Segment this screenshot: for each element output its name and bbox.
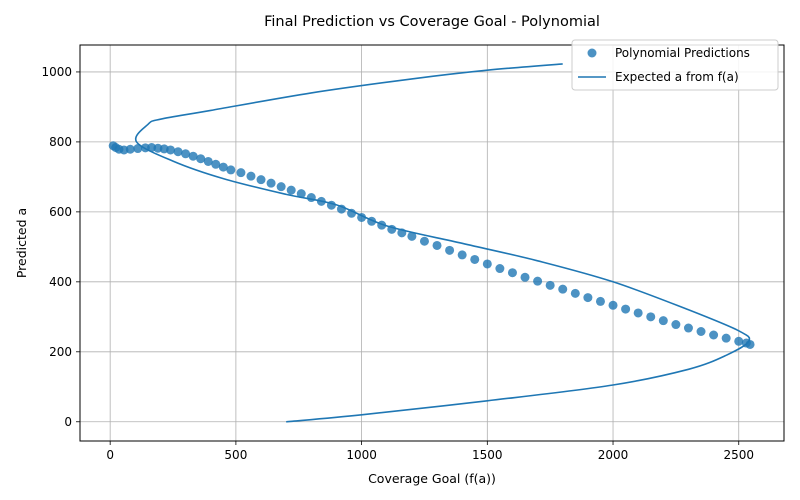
prediction-point	[495, 264, 505, 274]
prediction-point	[407, 231, 417, 241]
prediction-point	[696, 327, 706, 337]
prediction-point	[621, 304, 631, 314]
prediction-point	[226, 165, 236, 175]
grid	[80, 45, 784, 441]
plot-frame	[79, 44, 785, 442]
y-tick-label: 1000	[41, 65, 72, 79]
prediction-point	[357, 212, 367, 222]
prediction-point	[745, 339, 755, 349]
prediction-point	[196, 154, 206, 164]
prediction-point	[266, 178, 276, 188]
prediction-point	[545, 280, 555, 290]
prediction-point	[419, 236, 429, 246]
legend: Polynomial Predictions Expected a from f…	[571, 39, 779, 91]
prediction-point	[377, 220, 387, 230]
expected-curve	[134, 63, 751, 423]
prediction-point	[520, 272, 530, 282]
prediction-point	[608, 300, 618, 310]
y-tick-label: 400	[49, 275, 72, 289]
prediction-point	[683, 323, 693, 333]
prediction-point	[133, 144, 143, 154]
prediction-point	[558, 284, 568, 294]
prediction-point	[296, 189, 306, 199]
prediction-point	[482, 259, 492, 269]
prediction-point	[125, 144, 135, 154]
prediction-point	[387, 224, 397, 234]
prediction-point	[211, 159, 221, 169]
prediction-point	[671, 320, 681, 330]
x-tick-label: 0	[106, 448, 114, 462]
prediction-point	[256, 175, 266, 185]
prediction-point	[203, 156, 213, 166]
legend-label-expected: Expected a from f(a)	[615, 70, 739, 84]
prediction-point	[533, 276, 543, 286]
x-axis: 0 500 1000 1500 2000 2500	[106, 441, 754, 462]
x-axis-title: Coverage Goal (f(a))	[368, 471, 496, 486]
prediction-point	[432, 240, 442, 250]
prediction-point	[316, 196, 326, 206]
y-axis-title: Predicted a	[14, 208, 29, 278]
chart-title: Final Prediction vs Coverage Goal - Poly…	[264, 14, 600, 30]
x-tick-label: 2500	[723, 448, 754, 462]
y-tick-label: 0	[64, 415, 72, 429]
y-axis: 0 200 400 600 800 1000	[41, 65, 80, 429]
prediction-point	[181, 149, 191, 159]
prediction-point	[188, 151, 198, 161]
expected-line-layer	[134, 63, 751, 423]
prediction-point	[166, 145, 176, 155]
x-tick-label: 1500	[472, 448, 503, 462]
prediction-point	[709, 330, 719, 340]
prediction-point	[721, 333, 731, 343]
prediction-point	[236, 168, 246, 178]
prediction-point	[595, 296, 605, 306]
prediction-point	[445, 245, 455, 255]
prediction-point	[336, 204, 346, 214]
x-tick-label: 500	[224, 448, 247, 462]
prediction-point	[507, 268, 517, 278]
prediction-point	[218, 162, 228, 172]
prediction-point	[276, 182, 286, 192]
prediction-point	[570, 288, 580, 298]
x-tick-label: 2000	[598, 448, 629, 462]
prediction-point	[583, 293, 593, 303]
prediction-point	[246, 171, 256, 181]
prediction-point	[367, 216, 377, 226]
prediction-point	[326, 200, 336, 210]
prediction-point	[173, 147, 183, 157]
y-tick-label: 600	[49, 205, 72, 219]
prediction-point	[646, 312, 656, 322]
y-tick-label: 200	[49, 345, 72, 359]
prediction-point	[658, 316, 668, 326]
prediction-point	[286, 185, 296, 195]
prediction-points-layer	[108, 141, 755, 349]
prediction-point	[347, 208, 357, 218]
y-tick-label: 800	[49, 135, 72, 149]
prediction-point	[306, 193, 316, 203]
prediction-point	[397, 228, 407, 238]
legend-label-predictions: Polynomial Predictions	[615, 46, 750, 60]
x-tick-label: 1000	[346, 448, 377, 462]
legend-marker-predictions	[587, 48, 597, 58]
prediction-point	[633, 308, 643, 318]
prediction-point	[457, 250, 467, 260]
plot-area	[80, 45, 784, 441]
legend-box	[571, 39, 779, 91]
prediction-point	[470, 254, 480, 264]
prediction-point	[734, 336, 744, 346]
